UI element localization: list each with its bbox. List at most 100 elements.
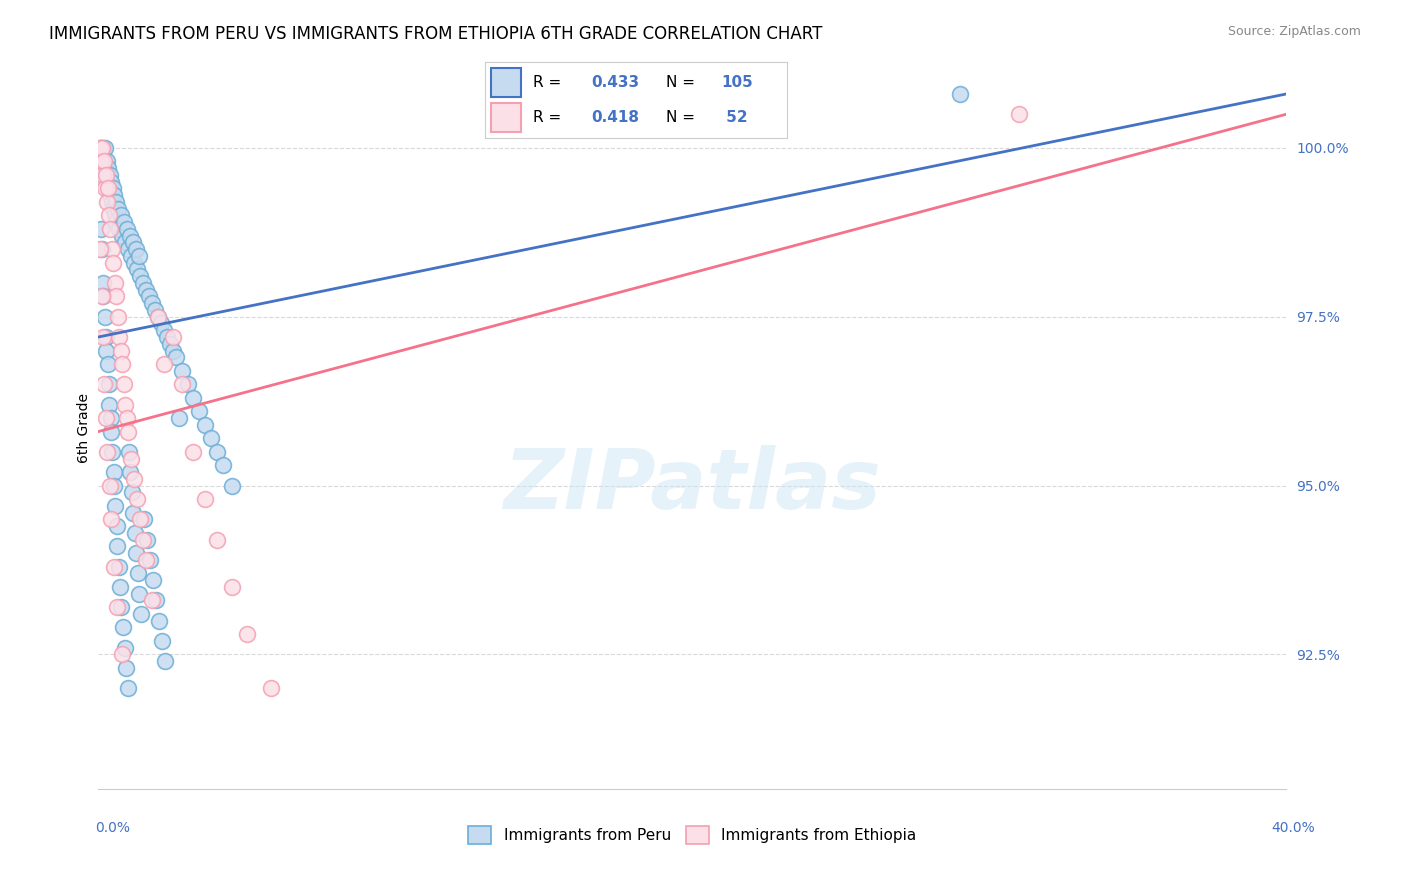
Point (90, 154, 112, 169)
Point (115, 411, 138, 425)
Point (117, 242, 139, 256)
Point (93, 154, 115, 169)
Point (90, 289, 112, 303)
Point (194, 417, 217, 432)
Point (93, 154, 115, 169)
Point (156, 330, 179, 344)
Point (207, 533, 229, 547)
Point (125, 546, 148, 560)
Point (132, 276, 155, 290)
Point (129, 269, 152, 284)
Point (101, 242, 124, 256)
Point (110, 343, 132, 358)
Point (103, 188, 125, 202)
Point (221, 580, 243, 594)
Point (149, 317, 172, 331)
Point (89, 242, 111, 256)
Point (90, 141, 112, 155)
Point (212, 458, 235, 473)
Point (145, 593, 167, 607)
Point (98, 168, 121, 182)
Point (121, 235, 143, 250)
Point (104, 276, 127, 290)
Point (91, 168, 114, 182)
Text: 105: 105 (721, 75, 752, 90)
Point (94, 141, 117, 155)
Y-axis label: 6th Grade: 6th Grade (77, 393, 91, 463)
Point (97, 377, 120, 392)
Text: R =: R = (533, 75, 567, 90)
Point (94, 181, 117, 195)
Point (131, 607, 153, 621)
Point (114, 235, 136, 250)
Point (97, 161, 120, 176)
Point (105, 519, 128, 533)
Point (114, 398, 136, 412)
Point (93, 377, 115, 392)
Point (141, 593, 163, 607)
Text: 52: 52 (721, 111, 748, 125)
Point (194, 491, 217, 506)
Point (96, 343, 118, 358)
FancyBboxPatch shape (491, 68, 522, 96)
Point (236, 627, 259, 641)
Point (93, 310, 115, 324)
Text: 40.0%: 40.0% (1271, 821, 1315, 835)
Point (139, 553, 162, 567)
Point (127, 566, 149, 581)
Point (132, 533, 155, 547)
Text: 0.433: 0.433 (591, 75, 638, 90)
Text: IMMIGRANTS FROM PERU VS IMMIGRANTS FROM ETHIOPIA 6TH GRADE CORRELATION CHART: IMMIGRANTS FROM PERU VS IMMIGRANTS FROM … (49, 25, 823, 43)
Point (94, 168, 117, 182)
Point (107, 202, 129, 216)
Point (125, 491, 148, 506)
Point (93, 289, 115, 303)
Point (97, 357, 120, 371)
Point (100, 425, 122, 439)
Point (101, 181, 124, 195)
Point (96, 175, 118, 189)
Point (97, 181, 120, 195)
Point (104, 194, 127, 209)
Point (152, 323, 174, 337)
Point (115, 661, 138, 675)
Point (138, 289, 160, 303)
Point (949, 87, 972, 101)
Point (135, 553, 157, 567)
Point (108, 580, 131, 594)
Point (107, 539, 129, 553)
Point (117, 425, 139, 439)
Point (124, 525, 146, 540)
Point (260, 681, 283, 695)
Point (122, 506, 145, 520)
Point (115, 222, 138, 236)
Point (107, 559, 129, 574)
Point (98, 478, 121, 492)
Point (89, 141, 111, 155)
Point (94, 168, 117, 182)
Point (118, 228, 141, 243)
Point (1008, 107, 1031, 121)
Point (136, 533, 159, 547)
Point (105, 600, 128, 615)
Text: Source: ZipAtlas.com: Source: ZipAtlas.com (1227, 25, 1361, 38)
Point (128, 586, 150, 600)
Point (94, 411, 117, 425)
Point (143, 303, 166, 318)
Point (188, 404, 211, 418)
Text: N =: N = (666, 75, 700, 90)
Point (170, 377, 193, 392)
Point (101, 194, 124, 209)
Point (110, 648, 132, 662)
Point (103, 465, 125, 479)
Point (146, 310, 169, 324)
Point (94, 330, 117, 344)
Point (100, 411, 122, 425)
Point (118, 444, 141, 458)
Point (146, 310, 169, 324)
Point (108, 330, 131, 344)
Point (103, 559, 125, 574)
Point (96, 194, 118, 209)
Point (96, 444, 118, 458)
Text: ZIPatlas: ZIPatlas (503, 445, 882, 526)
